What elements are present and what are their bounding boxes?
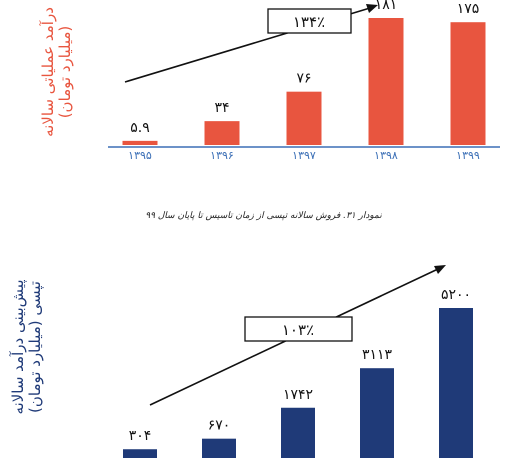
data-label: ۱۷۵ bbox=[457, 1, 480, 17]
x-tick-label: ۱۳۹۹ bbox=[456, 149, 480, 162]
data-label: ۳۰۴ bbox=[129, 428, 152, 444]
x-tick-label: ۱۳۹۸ bbox=[374, 149, 398, 162]
bar bbox=[202, 438, 236, 458]
forecast-chart: ۱۰۳٪ ۳۰۴ ۶۷۰ ۱۷۴۲ ۳۱۱۳ ۵۲۰۰ پیش‌بینی درآمد س… bbox=[0, 255, 527, 458]
data-label: ۵.۹ bbox=[130, 120, 150, 136]
bar bbox=[123, 449, 157, 458]
data-label: ۳۱۱۳ bbox=[362, 347, 393, 363]
bar bbox=[204, 121, 240, 145]
forecast-chart-svg: ۱۰۳٪ ۳۰۴ ۶۷۰ ۱۷۴۲ ۳۱۱۳ ۵۲۰۰ bbox=[123, 265, 473, 458]
bar bbox=[286, 91, 322, 145]
bar bbox=[439, 308, 473, 458]
bar bbox=[368, 18, 404, 145]
figure-caption: نمودار ۳۱. فروش سالانه تپسی از زمان تاسی… bbox=[145, 211, 382, 221]
y-axis-label: درآمد عملیاتی سالانه (میلیارد تومان) bbox=[39, 7, 74, 137]
growth-box bbox=[267, 8, 352, 34]
data-label: ۵۲۰۰ bbox=[441, 287, 471, 303]
revenue-chart: ۱۳۴٪ ۵.۹ ۱۳۹۵ ۳۴ ۱۳۹۶ ۷۶ ۱۳۹۷ ۱۸۱ ۱۳۹۸ ۱۷۵ ۱۳۹۹ د… bbox=[0, 0, 527, 180]
bar bbox=[281, 407, 315, 458]
x-tick-label: ۱۳۹۷ bbox=[292, 149, 316, 162]
revenue-chart-svg: ۱۳۴٪ ۵.۹ ۱۳۹۵ ۳۴ ۱۳۹۶ ۷۶ ۱۳۹۷ ۱۸۱ ۱۳۹۸ ۱۷۵ ۱۳۹۹ bbox=[108, 0, 500, 162]
data-label: ۷۶ bbox=[296, 71, 311, 87]
growth-label: ۱۰۳٪ bbox=[282, 321, 314, 339]
bar bbox=[122, 140, 158, 145]
growth-arrow-head bbox=[366, 4, 378, 13]
bar bbox=[450, 22, 486, 145]
data-label: ۱۸۱ bbox=[375, 0, 398, 13]
x-tick-label: ۱۳۹۵ bbox=[128, 149, 152, 162]
data-label: ۳۴ bbox=[214, 100, 229, 116]
bar bbox=[360, 368, 394, 458]
y-axis-label: پیش‌بینی درآمد سالانه تپسی (میلیارد توما… bbox=[9, 279, 44, 415]
growth-arrow-head bbox=[434, 265, 446, 274]
growth-label: ۱۳۴٪ bbox=[293, 13, 325, 31]
data-label: ۶۷۰ bbox=[208, 418, 231, 434]
x-tick-label: ۱۳۹۶ bbox=[210, 149, 234, 162]
growth-box bbox=[244, 316, 353, 342]
data-label: ۱۷۴۲ bbox=[283, 387, 313, 403]
